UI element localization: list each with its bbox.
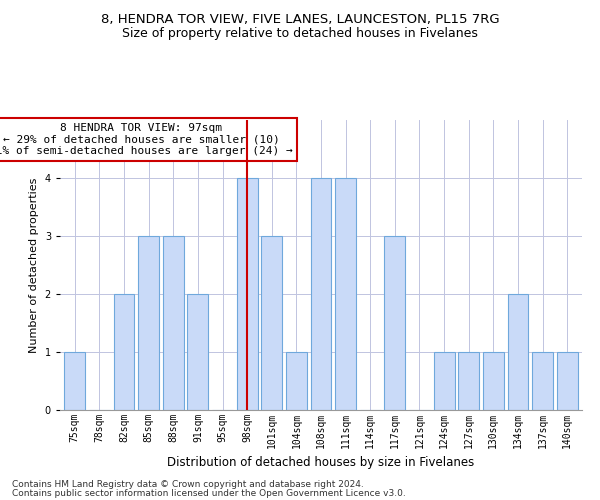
Text: 8 HENDRA TOR VIEW: 97sqm
← 29% of detached houses are smaller (10)
71% of semi-d: 8 HENDRA TOR VIEW: 97sqm ← 29% of detach… bbox=[0, 123, 293, 156]
Bar bbox=[532, 352, 553, 410]
Bar bbox=[113, 294, 134, 410]
Bar bbox=[483, 352, 504, 410]
Bar bbox=[261, 236, 282, 410]
Text: Contains HM Land Registry data © Crown copyright and database right 2024.: Contains HM Land Registry data © Crown c… bbox=[12, 480, 364, 489]
Text: Contains public sector information licensed under the Open Government Licence v3: Contains public sector information licen… bbox=[12, 488, 406, 498]
Bar bbox=[557, 352, 578, 410]
Bar bbox=[286, 352, 307, 410]
X-axis label: Distribution of detached houses by size in Fivelanes: Distribution of detached houses by size … bbox=[167, 456, 475, 469]
Bar bbox=[64, 352, 85, 410]
Bar bbox=[311, 178, 331, 410]
Bar bbox=[236, 178, 257, 410]
Bar bbox=[385, 236, 406, 410]
Text: Size of property relative to detached houses in Fivelanes: Size of property relative to detached ho… bbox=[122, 28, 478, 40]
Bar bbox=[187, 294, 208, 410]
Bar bbox=[434, 352, 455, 410]
Bar bbox=[163, 236, 184, 410]
Text: 8, HENDRA TOR VIEW, FIVE LANES, LAUNCESTON, PL15 7RG: 8, HENDRA TOR VIEW, FIVE LANES, LAUNCEST… bbox=[101, 12, 499, 26]
Bar bbox=[458, 352, 479, 410]
Y-axis label: Number of detached properties: Number of detached properties bbox=[29, 178, 39, 352]
Bar bbox=[335, 178, 356, 410]
Bar bbox=[508, 294, 529, 410]
Bar bbox=[138, 236, 159, 410]
